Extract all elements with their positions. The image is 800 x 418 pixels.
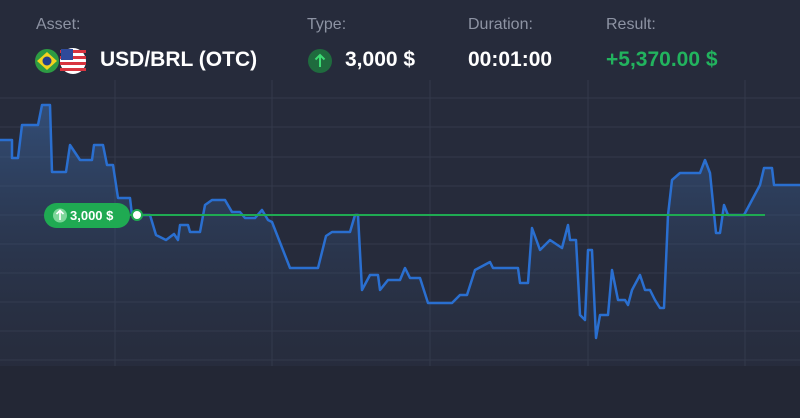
duration-label: Duration: bbox=[468, 16, 533, 33]
type-label: Type: bbox=[307, 16, 347, 33]
price-line bbox=[0, 103, 800, 340]
footer-band bbox=[0, 366, 800, 418]
flag-usa-canton bbox=[61, 49, 73, 60]
flag-brazil-globe bbox=[42, 56, 52, 66]
result-label: Result: bbox=[606, 16, 656, 33]
price-area bbox=[0, 105, 800, 366]
type-value: 3,000 $ bbox=[345, 48, 416, 71]
entry-dot bbox=[131, 209, 143, 221]
duration-value: 00:01:00 bbox=[468, 48, 553, 71]
entry-pill bbox=[44, 203, 130, 228]
result-value: +5,370.00 $ bbox=[606, 48, 718, 71]
asset-label: Asset: bbox=[36, 16, 81, 33]
entry-amount: 3,000 $ bbox=[70, 208, 114, 223]
asset-value: USD/BRL (OTC) bbox=[100, 48, 258, 71]
type-arrow bbox=[314, 53, 326, 67]
entry-arrow bbox=[55, 209, 65, 220]
